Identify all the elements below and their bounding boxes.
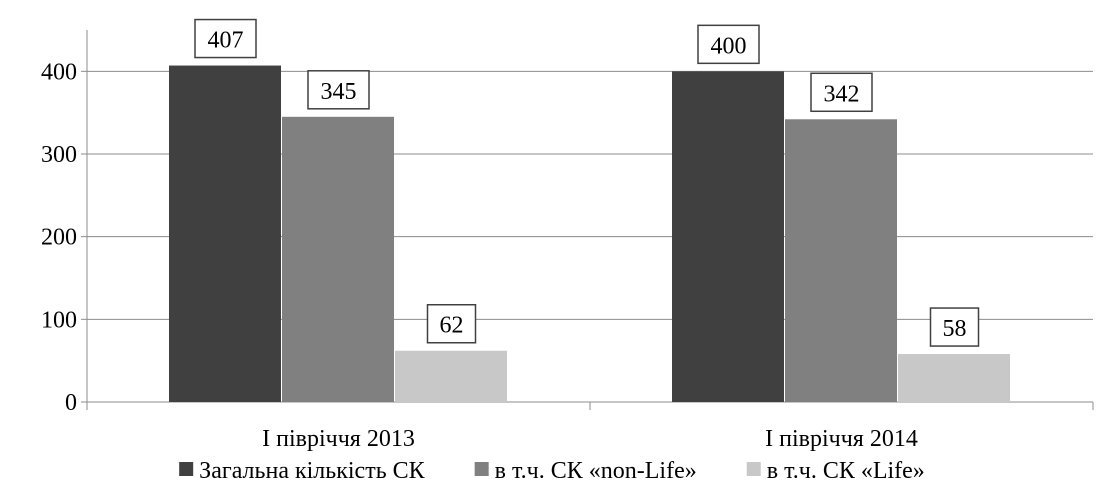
legend-label: в т.ч. СК «Life» xyxy=(767,458,925,484)
bar xyxy=(898,354,1010,402)
x-tick-label: I півріччя 2013 xyxy=(262,426,415,452)
legend: Загальна кількість СК в т.ч. СК «non-Life… xyxy=(179,458,925,484)
legend-label: Загальна кількість СК xyxy=(199,458,425,484)
legend-item: Загальна кількість СК xyxy=(179,458,426,484)
data-label-box xyxy=(426,303,477,344)
data-label-box xyxy=(929,307,980,347)
bar xyxy=(672,71,784,402)
data-label: 407 xyxy=(208,28,244,54)
data-label: 58 xyxy=(943,316,967,342)
data-label-box xyxy=(194,18,257,59)
data-labels: 407 345 62 400 342 58 xyxy=(194,18,980,347)
legend-item: в т.ч. СК «Life» xyxy=(746,458,925,484)
data-label-box xyxy=(810,72,873,113)
bar xyxy=(395,350,507,402)
legend-label: в т.ч. СК «non-Life» xyxy=(495,458,697,484)
data-label-box xyxy=(697,24,760,65)
bars xyxy=(169,65,1010,403)
data-label: 345 xyxy=(321,79,357,105)
data-label-box xyxy=(307,70,370,110)
bar xyxy=(785,119,897,402)
y-tick-label: 200 xyxy=(41,225,77,251)
data-label: 342 xyxy=(824,81,860,107)
bar xyxy=(169,65,281,403)
data-label: 400 xyxy=(711,33,747,59)
legend-item: в т.ч. СК «non-Life» xyxy=(474,458,697,484)
data-label: 62 xyxy=(440,313,464,339)
bar xyxy=(282,116,394,403)
x-tick-label: I півріччя 2014 xyxy=(765,426,918,452)
y-tick-label: 400 xyxy=(41,59,77,85)
legend-swatch xyxy=(179,462,194,476)
y-tick-label: 0 xyxy=(65,390,77,416)
legend-swatch xyxy=(474,462,489,476)
y-tick-label: 100 xyxy=(41,307,77,333)
y-tick-label: 300 xyxy=(41,142,77,168)
legend-swatch xyxy=(746,462,761,476)
